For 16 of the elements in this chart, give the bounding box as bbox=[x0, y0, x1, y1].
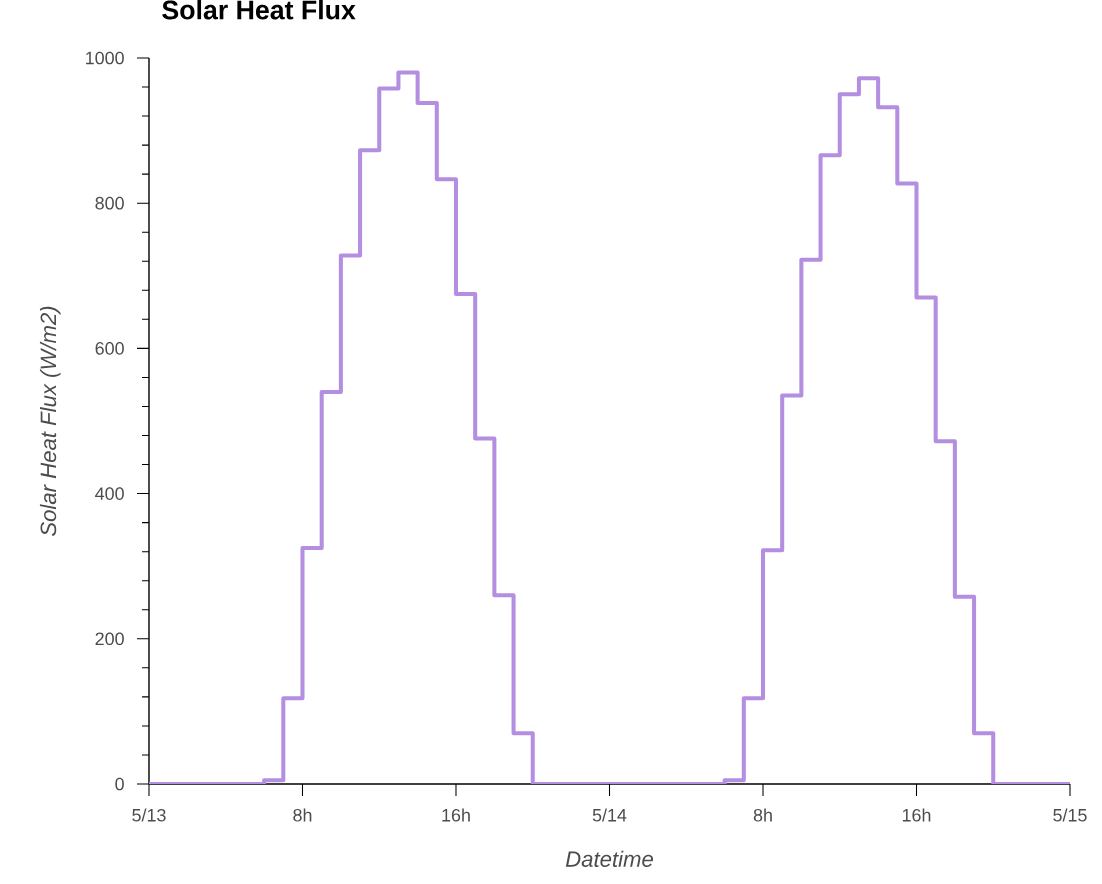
x-tick-label: 5/14 bbox=[592, 808, 627, 822]
x-tick-label: 16h bbox=[902, 808, 931, 822]
y-tick-label: 200 bbox=[95, 632, 124, 646]
x-tick-label: 5/15 bbox=[1053, 808, 1087, 822]
y-tick-label: 600 bbox=[95, 342, 124, 355]
chart-title: Solar Heat Flux bbox=[162, 0, 356, 20]
x-tick-label: 8h bbox=[293, 808, 312, 822]
y-tick-label: 400 bbox=[95, 487, 124, 500]
x-tick-label: 5/13 bbox=[132, 808, 166, 822]
y-axis-title: Solar Heat Flux (W/m2) bbox=[39, 306, 61, 537]
x-tick-label: 16h bbox=[442, 808, 470, 822]
x-axis-title: Datetime bbox=[565, 850, 653, 867]
y-tick-label: 1000 bbox=[86, 51, 124, 65]
y-tick-label: 0 bbox=[115, 777, 124, 791]
y-tick-label: 800 bbox=[95, 196, 124, 210]
x-tick-label: 8h bbox=[753, 808, 772, 822]
